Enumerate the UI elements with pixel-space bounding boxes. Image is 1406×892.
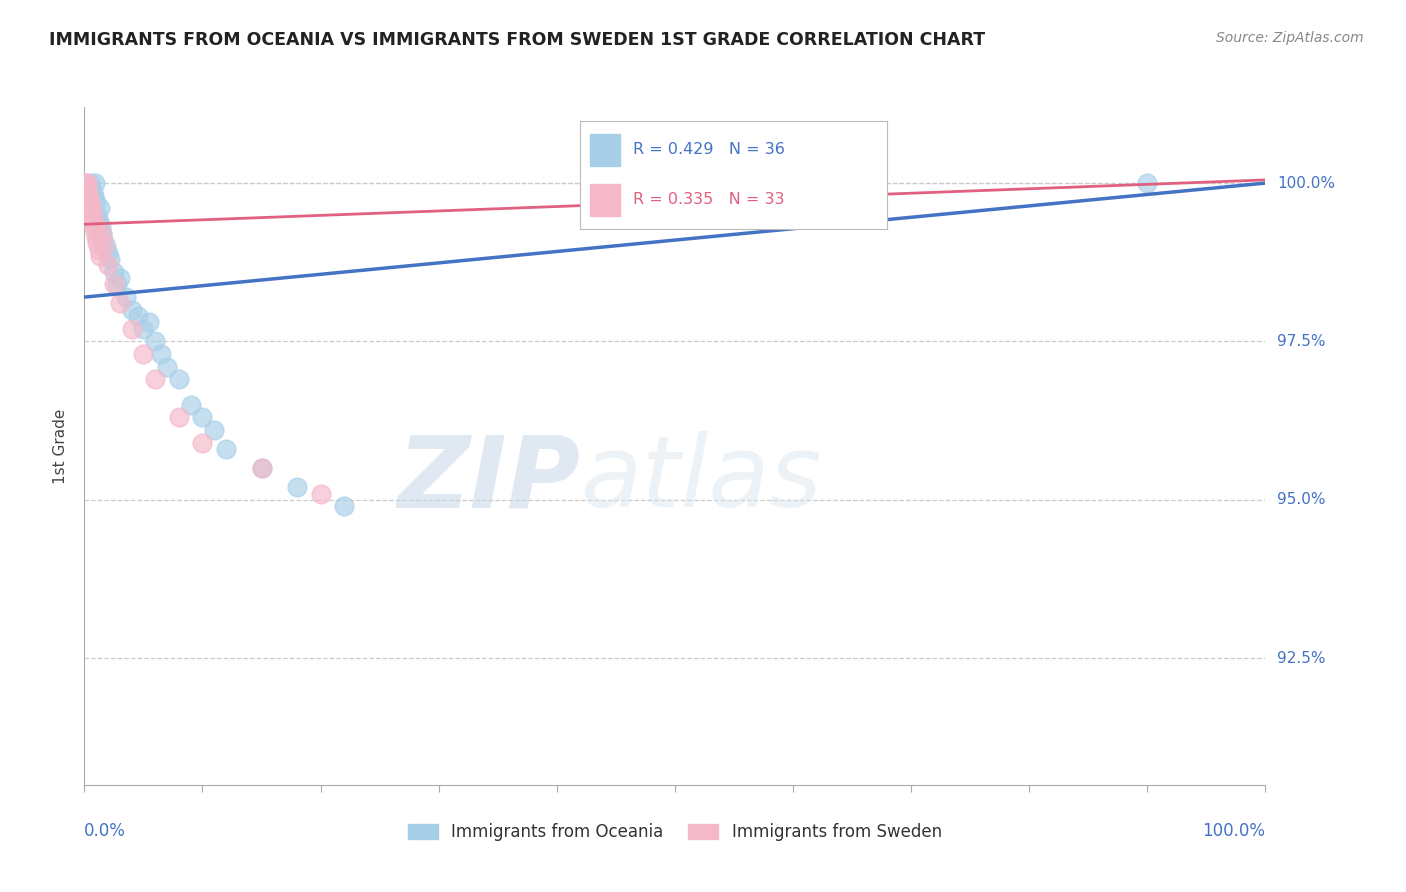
Point (250, 461, 273, 475)
Point (82, 214, 104, 228)
Point (91, 227, 114, 241)
Text: Source: ZipAtlas.com: Source: ZipAtlas.com (1216, 31, 1364, 45)
Point (76, 182, 98, 196)
Point (191, 435, 214, 450)
Point (202, 423, 225, 437)
Point (79, 198, 101, 212)
Point (76, 176, 98, 190)
Text: ZIP: ZIP (398, 432, 581, 528)
Point (782, 176, 804, 190)
Point (108, 296, 131, 310)
Point (79, 176, 101, 190)
Point (156, 359, 179, 374)
Point (90, 220, 112, 235)
Point (86, 236, 108, 251)
Point (180, 398, 202, 412)
Point (83, 217, 105, 231)
Text: 95.0%: 95.0% (1277, 492, 1326, 508)
Point (143, 334, 166, 349)
Point (143, 372, 166, 386)
Point (82, 186, 104, 200)
Text: IMMIGRANTS FROM OCEANIA VS IMMIGRANTS FROM SWEDEN 1ST GRADE CORRELATION CHART: IMMIGRANTS FROM OCEANIA VS IMMIGRANTS FR… (49, 31, 986, 49)
Point (250, 461, 273, 475)
Point (86, 208, 108, 222)
Point (94, 239, 117, 253)
Point (167, 372, 190, 386)
Point (121, 322, 143, 336)
Point (138, 315, 160, 329)
Text: 100.0%: 100.0% (1202, 822, 1265, 840)
Y-axis label: 1st Grade: 1st Grade (53, 409, 69, 483)
Point (77, 186, 100, 200)
Text: atlas: atlas (581, 432, 823, 528)
Point (75, 179, 97, 194)
Point (87, 243, 110, 257)
Point (1136, 176, 1159, 190)
Text: 0.0%: 0.0% (84, 822, 127, 840)
Point (97, 259, 120, 273)
Text: 92.5%: 92.5% (1277, 651, 1326, 665)
Point (89, 202, 111, 216)
Point (83, 188, 105, 202)
Point (93, 239, 115, 253)
Point (75, 176, 97, 190)
Point (98, 252, 121, 266)
Point (132, 322, 155, 336)
Point (79, 195, 101, 210)
Point (87, 214, 110, 228)
Point (84, 176, 107, 190)
Point (84, 195, 107, 210)
Point (191, 410, 214, 425)
Point (107, 277, 129, 292)
Point (77, 192, 100, 206)
Point (114, 290, 136, 304)
Point (80, 202, 103, 216)
Point (91, 227, 114, 241)
Point (309, 486, 332, 500)
Point (82, 211, 104, 225)
Point (84, 224, 107, 238)
Point (333, 499, 356, 513)
Point (77, 188, 100, 202)
Point (215, 442, 238, 457)
Point (89, 249, 111, 263)
Point (80, 182, 103, 196)
Point (132, 347, 155, 361)
Point (80, 208, 103, 222)
Point (167, 410, 190, 425)
Point (121, 302, 143, 317)
Point (103, 265, 125, 279)
Point (127, 309, 149, 323)
Point (83, 220, 105, 235)
Point (108, 271, 131, 285)
Point (103, 277, 125, 292)
Legend: Immigrants from Oceania, Immigrants from Sweden: Immigrants from Oceania, Immigrants from… (401, 816, 949, 847)
Point (150, 347, 173, 361)
Text: 97.5%: 97.5% (1277, 334, 1326, 349)
Point (285, 480, 308, 494)
Point (84, 230, 107, 244)
Text: 100.0%: 100.0% (1277, 176, 1336, 191)
Point (91, 233, 114, 247)
Point (80, 204, 103, 219)
Point (97, 245, 120, 260)
